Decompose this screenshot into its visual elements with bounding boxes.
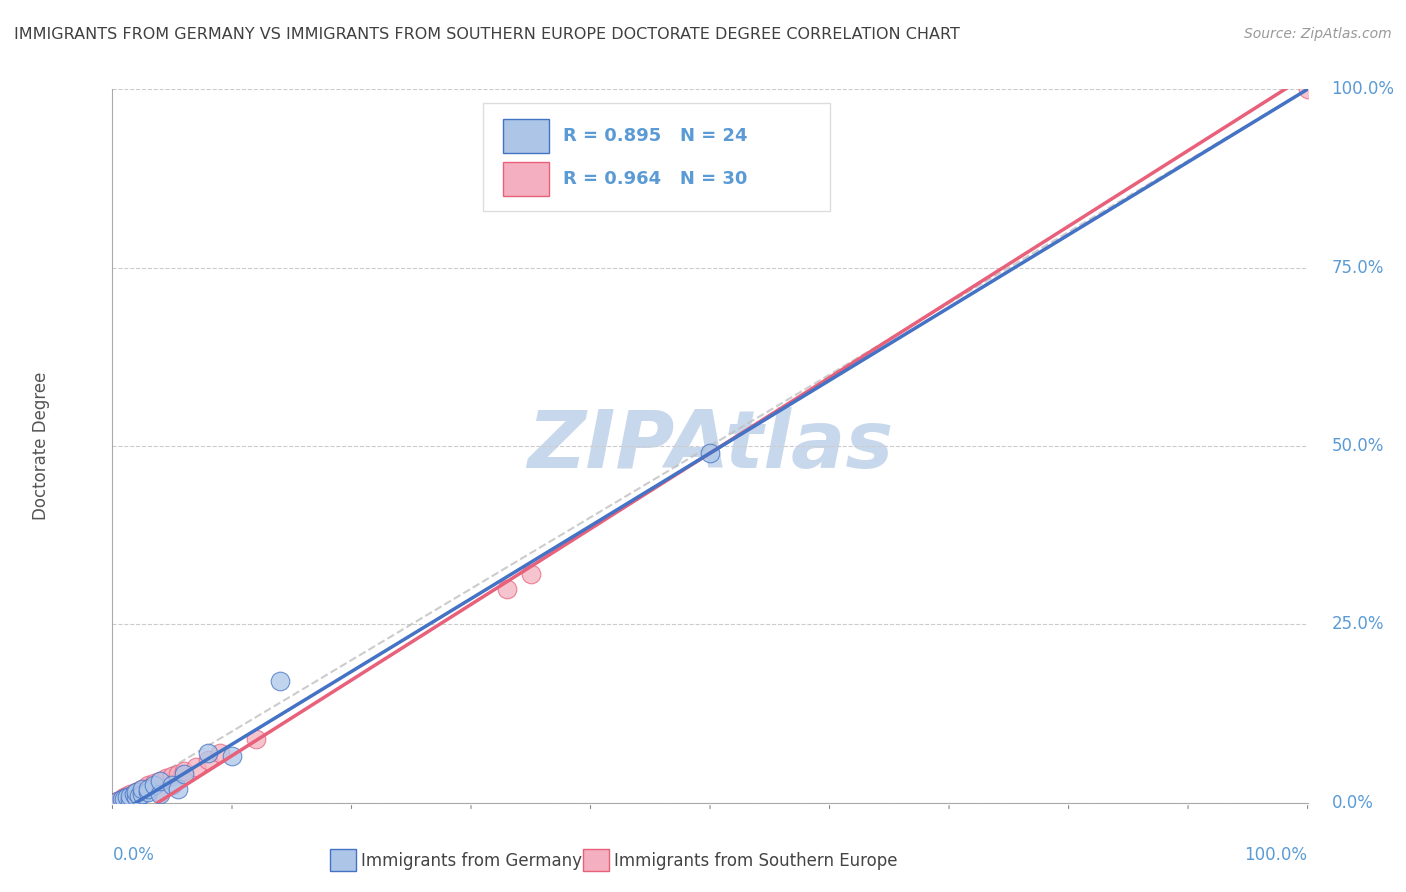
Text: R = 0.964   N = 30: R = 0.964 N = 30 (562, 170, 748, 188)
Text: 25.0%: 25.0% (1331, 615, 1384, 633)
Text: 75.0%: 75.0% (1331, 259, 1384, 277)
FancyBboxPatch shape (503, 162, 548, 196)
Point (131, 781, 153, 796)
Text: 0.0%: 0.0% (1331, 794, 1374, 812)
Point (125, 787, 148, 801)
Point (149, 774, 172, 789)
Point (699, 446, 721, 460)
Text: 100.0%: 100.0% (1331, 80, 1395, 98)
Point (162, 769, 183, 783)
Point (149, 774, 172, 789)
Point (162, 778, 183, 792)
Point (107, 794, 129, 808)
Point (520, 567, 543, 582)
Text: Immigrants from Germany: Immigrants from Germany (361, 852, 582, 870)
Point (221, 749, 243, 764)
Point (105, 794, 128, 808)
Point (120, 793, 142, 807)
Point (155, 771, 177, 785)
Point (125, 790, 148, 805)
Point (173, 764, 195, 778)
Text: 100.0%: 100.0% (1244, 846, 1308, 863)
Point (149, 787, 172, 801)
Point (122, 789, 145, 803)
Point (125, 785, 148, 799)
Text: Source: ZipAtlas.com: Source: ZipAtlas.com (1244, 27, 1392, 41)
Point (131, 787, 153, 801)
Point (197, 746, 219, 760)
Point (197, 753, 219, 767)
Point (114, 791, 135, 805)
Point (114, 791, 135, 805)
Point (122, 787, 145, 801)
Text: 0.0%: 0.0% (112, 846, 155, 863)
Text: ZIPAtlas: ZIPAtlas (527, 407, 893, 485)
Point (143, 776, 166, 790)
Point (138, 778, 160, 792)
Text: Doctorate Degree: Doctorate Degree (32, 372, 49, 520)
Point (1296, 82, 1319, 96)
Point (173, 767, 195, 781)
Point (125, 785, 148, 799)
Text: 50.0%: 50.0% (1331, 437, 1384, 455)
FancyBboxPatch shape (484, 103, 830, 211)
Point (111, 792, 134, 806)
FancyBboxPatch shape (503, 120, 548, 153)
Point (138, 781, 160, 796)
Point (186, 760, 208, 774)
Point (115, 790, 138, 805)
Point (167, 781, 190, 796)
Point (128, 784, 150, 798)
Point (108, 794, 131, 808)
Point (138, 780, 160, 794)
Point (208, 746, 231, 760)
Point (111, 792, 134, 806)
Point (120, 789, 142, 803)
Point (167, 767, 190, 781)
Point (138, 785, 160, 799)
Point (269, 674, 291, 689)
Text: R = 0.895   N = 24: R = 0.895 N = 24 (562, 128, 748, 145)
Point (496, 582, 519, 596)
Text: IMMIGRANTS FROM GERMANY VS IMMIGRANTS FROM SOUTHERN EUROPE DOCTORATE DEGREE CORR: IMMIGRANTS FROM GERMANY VS IMMIGRANTS FR… (14, 27, 960, 42)
Point (115, 789, 138, 804)
Point (131, 781, 153, 796)
Point (149, 785, 172, 799)
Point (131, 783, 153, 797)
Point (143, 778, 166, 792)
Point (120, 787, 142, 801)
Point (245, 731, 267, 746)
Point (120, 790, 142, 805)
Text: Immigrants from Southern Europe: Immigrants from Southern Europe (614, 852, 898, 870)
Point (128, 789, 150, 803)
Point (114, 790, 135, 805)
